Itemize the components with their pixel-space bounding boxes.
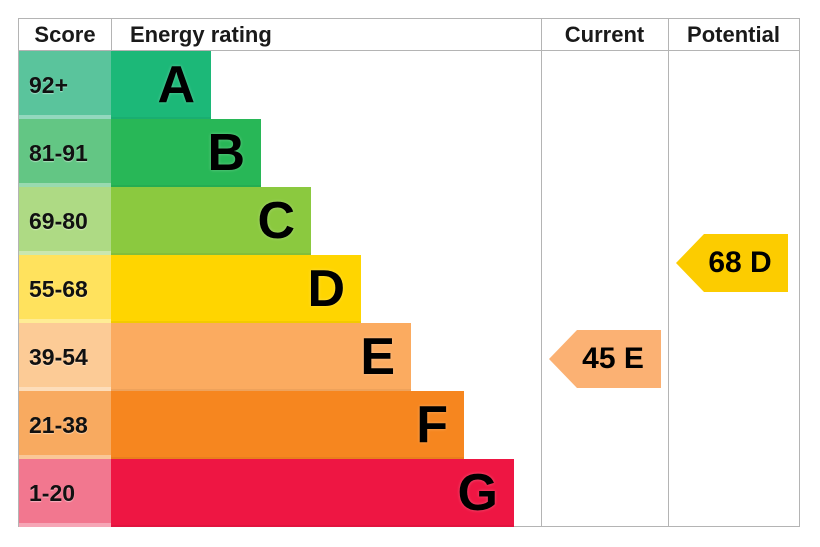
band-letter-d: D xyxy=(307,260,345,318)
score-range-g: 1-20 xyxy=(19,459,111,527)
rating-bar-f: F xyxy=(111,391,464,459)
current-rating-arrow: 45 E xyxy=(549,330,661,388)
band-row-c: 69-80 C xyxy=(19,187,799,255)
band-letter-g: G xyxy=(457,464,498,522)
score-range-d: 55-68 xyxy=(19,255,111,323)
score-range-a: 92+ xyxy=(19,51,111,119)
column-divider-current xyxy=(541,19,542,526)
rating-bar-e: E xyxy=(111,323,411,391)
band-row-d: 55-68 D xyxy=(19,255,799,323)
potential-rating-label: 68 D xyxy=(708,246,772,279)
score-range-f: 21-38 xyxy=(19,391,111,459)
band-letter-c: C xyxy=(257,192,295,250)
band-rows: 92+ A 81-91 B 69-80 C 55-68 D 39-54 E 21-38 F 1-20 G xyxy=(19,51,799,527)
score-range-e: 39-54 xyxy=(19,323,111,391)
epc-table: Score Energy rating Current Potential 92… xyxy=(18,18,800,527)
band-row-b: 81-91 B xyxy=(19,119,799,187)
header-score: Score xyxy=(34,22,96,47)
score-range-c: 69-80 xyxy=(19,187,111,255)
rating-bar-d: D xyxy=(111,255,361,323)
rating-bar-b: B xyxy=(111,119,261,187)
rating-bar-c: C xyxy=(111,187,311,255)
band-letter-a: A xyxy=(157,56,195,114)
table-header: Score Energy rating Current Potential xyxy=(19,19,799,51)
band-row-f: 21-38 F xyxy=(19,391,799,459)
band-letter-e: E xyxy=(360,328,395,386)
band-letter-f: F xyxy=(416,396,448,454)
rating-bar-a: A xyxy=(111,51,211,119)
rating-bar-g: G xyxy=(111,459,514,527)
header-energy-rating: Energy rating xyxy=(111,19,541,50)
band-row-a: 92+ A xyxy=(19,51,799,119)
band-row-e: 39-54 E xyxy=(19,323,799,391)
band-row-g: 1-20 G xyxy=(19,459,799,527)
header-current: Current xyxy=(564,22,645,47)
current-rating-label: 45 E xyxy=(582,342,644,375)
column-divider-potential xyxy=(668,19,669,526)
band-letter-b: B xyxy=(207,124,245,182)
score-range-b: 81-91 xyxy=(19,119,111,187)
header-potential: Potential xyxy=(687,22,780,47)
potential-rating-arrow: 68 D xyxy=(676,234,788,292)
